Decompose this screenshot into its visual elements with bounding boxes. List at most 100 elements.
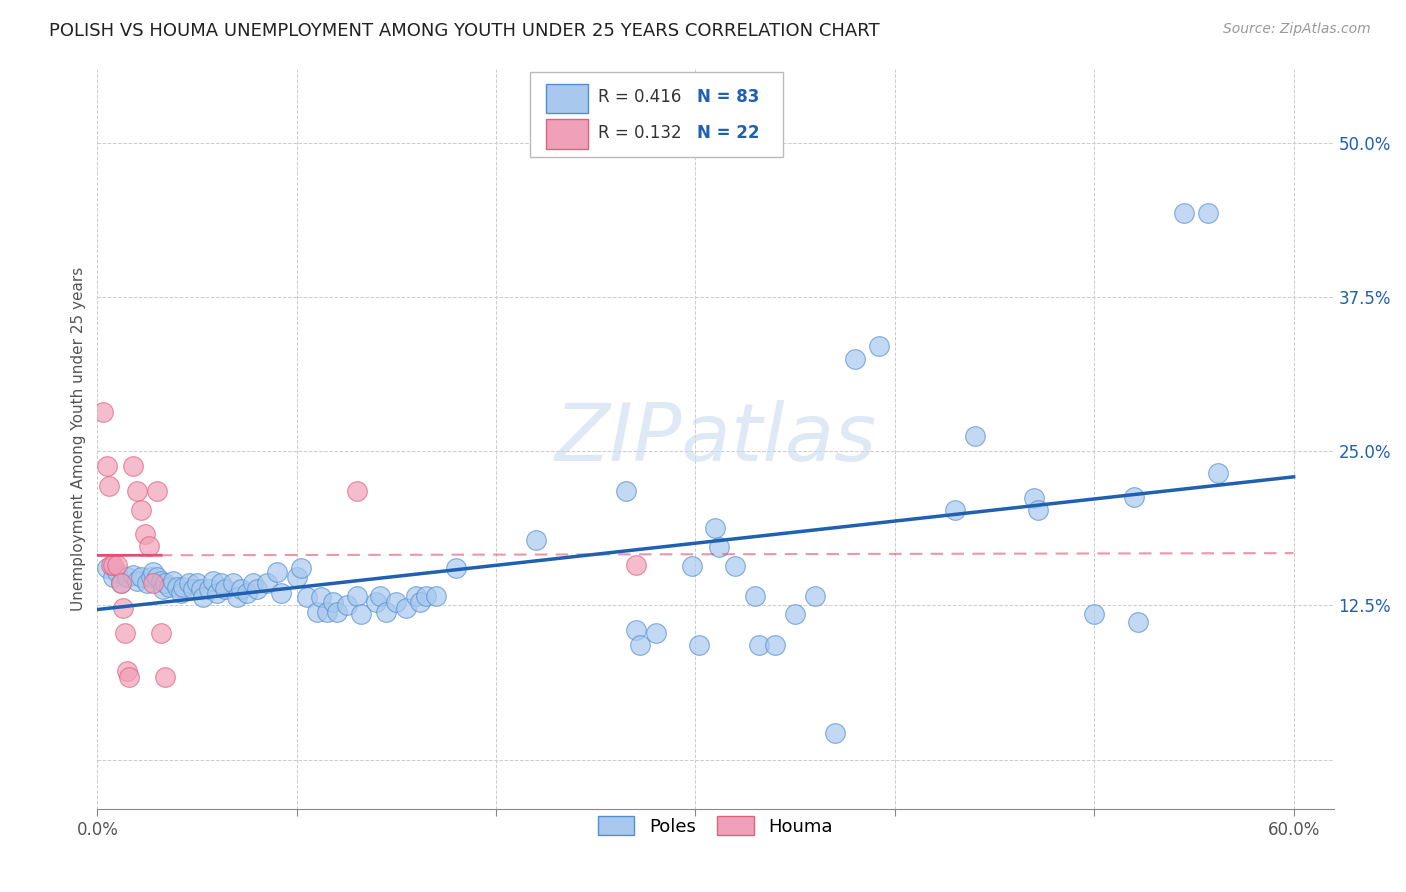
Point [177, 576, 200, 591]
Point [246, 582, 269, 597]
Point [688, 638, 710, 652]
Point [1028, 503, 1050, 517]
Point [146, 483, 169, 498]
Point [285, 570, 308, 584]
Point [172, 580, 194, 594]
Point [405, 589, 427, 603]
Point [190, 582, 212, 597]
Point [105, 558, 128, 572]
Point [270, 586, 292, 600]
Point [142, 565, 165, 579]
Point [96, 561, 118, 575]
Point [1083, 607, 1105, 621]
Point [236, 586, 259, 600]
Point [266, 565, 288, 579]
Point [122, 567, 145, 582]
Point [425, 589, 447, 603]
Point [943, 503, 966, 517]
Text: R = 0.416: R = 0.416 [598, 88, 682, 106]
Point [105, 565, 128, 579]
Point [349, 607, 371, 621]
Point [214, 582, 236, 597]
Point [91, 405, 114, 419]
Point [96, 458, 118, 473]
Point [153, 576, 176, 591]
Point [222, 576, 245, 591]
Point [335, 599, 357, 613]
Point [98, 479, 121, 493]
Point [157, 580, 180, 594]
Point [315, 605, 337, 619]
Point [100, 558, 122, 572]
Point [150, 625, 173, 640]
Point [309, 590, 332, 604]
Point [198, 582, 221, 597]
Point [117, 570, 139, 584]
Legend: Poles, Houma: Poles, Houma [589, 806, 842, 845]
Point [346, 589, 368, 603]
Point [162, 574, 184, 588]
Text: ZIPatlas: ZIPatlas [554, 400, 876, 478]
Point [681, 558, 703, 573]
Point [191, 590, 214, 604]
Point [844, 351, 866, 366]
Point [129, 503, 152, 517]
Point [226, 590, 249, 604]
Point [704, 521, 727, 535]
Point [1206, 467, 1229, 481]
Point [824, 725, 846, 739]
Point [110, 576, 132, 591]
Point [166, 580, 188, 594]
Point [624, 623, 647, 637]
Point [170, 586, 193, 600]
Y-axis label: Unemployment Among Youth under 25 years: Unemployment Among Youth under 25 years [72, 267, 86, 611]
Point [112, 601, 135, 615]
Point [117, 664, 139, 678]
Point [785, 607, 807, 621]
Point [624, 558, 647, 572]
Point [1024, 491, 1046, 505]
Point [103, 570, 125, 584]
Point [186, 576, 208, 591]
Point [370, 589, 392, 603]
Point [141, 570, 163, 584]
Point [1123, 490, 1146, 504]
Point [256, 576, 278, 591]
Point [409, 595, 432, 609]
Point [724, 558, 747, 573]
Point [205, 586, 228, 600]
Point [242, 576, 264, 591]
Point [142, 576, 165, 591]
Point [129, 570, 152, 584]
Point [295, 590, 318, 604]
Point [209, 576, 232, 591]
Point [181, 582, 204, 597]
Point [152, 582, 174, 597]
Point [395, 601, 418, 615]
Point [744, 589, 766, 603]
Point [122, 458, 145, 473]
Point [305, 605, 328, 619]
Text: POLISH VS HOUMA UNEMPLOYMENT AMONG YOUTH UNDER 25 YEARS CORRELATION CHART: POLISH VS HOUMA UNEMPLOYMENT AMONG YOUTH… [49, 22, 880, 40]
Point [1173, 206, 1195, 220]
Point [524, 533, 547, 547]
Point [385, 595, 408, 609]
Text: N = 83: N = 83 [697, 88, 759, 106]
Point [118, 670, 141, 684]
FancyBboxPatch shape [546, 84, 588, 113]
Point [290, 561, 312, 575]
Point [366, 595, 388, 609]
FancyBboxPatch shape [546, 120, 588, 149]
Point [763, 638, 786, 652]
FancyBboxPatch shape [530, 72, 783, 157]
Point [146, 570, 169, 584]
Point [150, 574, 173, 588]
Point [644, 625, 666, 640]
Point [1197, 206, 1219, 220]
Point [709, 541, 731, 555]
Point [322, 595, 344, 609]
Point [153, 670, 176, 684]
Point [346, 483, 368, 498]
Point [201, 574, 224, 588]
Point [127, 483, 149, 498]
